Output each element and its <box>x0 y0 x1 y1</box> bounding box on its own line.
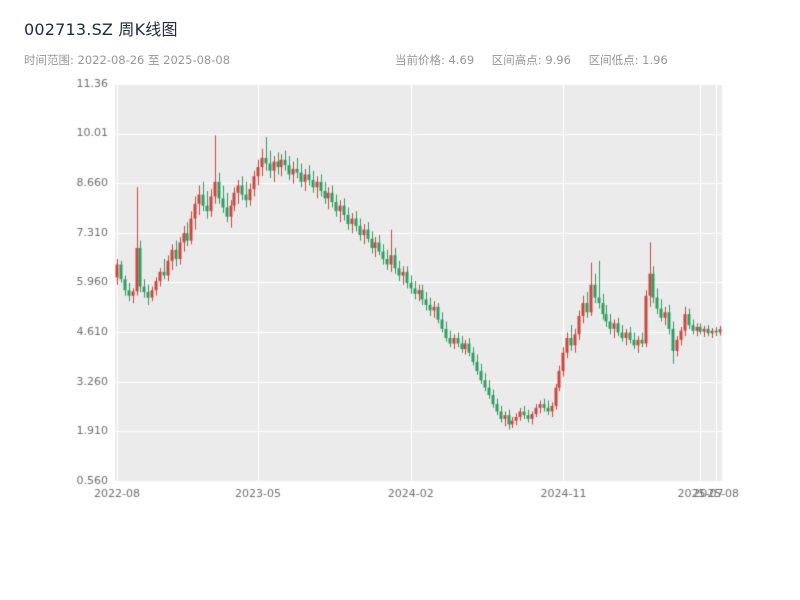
date-range-label: 时间范围: 2022-08-26 至 2025-08-08 <box>24 53 231 67</box>
current-price-stat: 当前价格: 4.69 <box>395 53 475 67</box>
price-stats: 当前价格: 4.69 区间高点: 9.96 区间低点: 1.96 <box>395 52 682 68</box>
range-low-stat: 区间低点: 1.96 <box>588 53 668 67</box>
page-title: 002713.SZ 周K线图 <box>24 20 178 39</box>
range-high-stat: 区间高点: 9.96 <box>491 53 571 67</box>
